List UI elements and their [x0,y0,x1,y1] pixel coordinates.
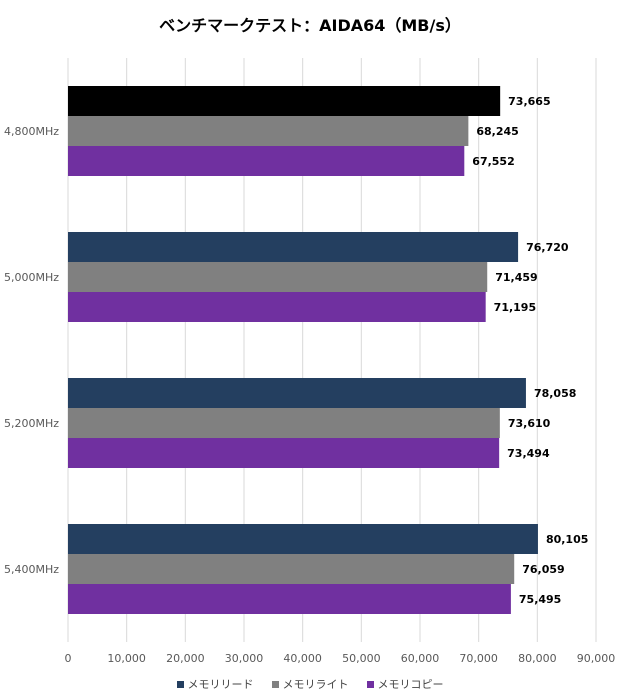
data-label: 68,245 [476,125,518,138]
x-tick-label: 20,000 [166,652,205,665]
x-tick-label: 50,000 [342,652,381,665]
bar [68,378,526,408]
legend-swatch [176,680,184,688]
x-tick-label: 80,000 [518,652,557,665]
category-label: 5,200MHz [4,417,59,430]
data-label: 71,195 [494,301,536,314]
x-tick-label: 30,000 [225,652,264,665]
bar [68,262,488,292]
bars [68,86,538,614]
bar [68,524,538,554]
legend-label: メモリリード [187,678,254,691]
category-label: 5,000MHz [4,271,59,284]
x-tick-label: 90,000 [577,652,616,665]
legend-item: メモリリード [176,676,254,692]
category-label: 5,400MHz [4,563,59,576]
bar [68,86,501,116]
data-label: 73,665 [508,95,550,108]
x-tick-label: 60,000 [401,652,440,665]
bar [68,116,469,146]
data-label: 80,105 [546,533,588,546]
data-labels: 73,665 68,245 67,552 76,720 71,459 71,195 78,0… [472,95,588,606]
legend-item: メモリライト [271,676,349,692]
data-label: 75,495 [519,593,561,606]
category-labels: 4,800MHz 5,000MHz 5,200MHz 5,400MHz [4,125,59,576]
bar [68,232,519,262]
data-label: 67,552 [472,155,514,168]
bar [68,408,500,438]
x-tick-label: 40,000 [283,652,322,665]
bar [68,292,486,322]
legend: メモリリード メモリライト メモリコピー [0,676,620,692]
legend-item: メモリコピー [366,676,444,692]
x-tick-labels: 0 10,000 20,000 30,000 40,000 50,000 60,000 70,… [65,652,616,665]
data-label: 76,059 [522,563,564,576]
x-tick-label: 70,000 [459,652,498,665]
data-label: 73,494 [507,447,550,460]
data-label: 71,459 [495,271,537,284]
x-tick-label: 0 [65,652,72,665]
category-label: 4,800MHz [4,125,59,138]
legend-swatch [366,680,374,688]
bar [68,584,511,614]
legend-label: メモリライト [282,678,349,691]
bar [68,146,465,176]
bar [68,438,500,468]
data-label: 76,720 [526,241,569,254]
x-tick-label: 10,000 [107,652,146,665]
data-label: 73,610 [508,417,551,430]
chart-title: ベンチマークテスト：AIDA64（MB/s） [159,16,461,35]
data-label: 78,058 [534,387,576,400]
legend-swatch [271,680,279,688]
legend-label: メモリコピー [377,678,444,691]
bar [68,554,515,584]
